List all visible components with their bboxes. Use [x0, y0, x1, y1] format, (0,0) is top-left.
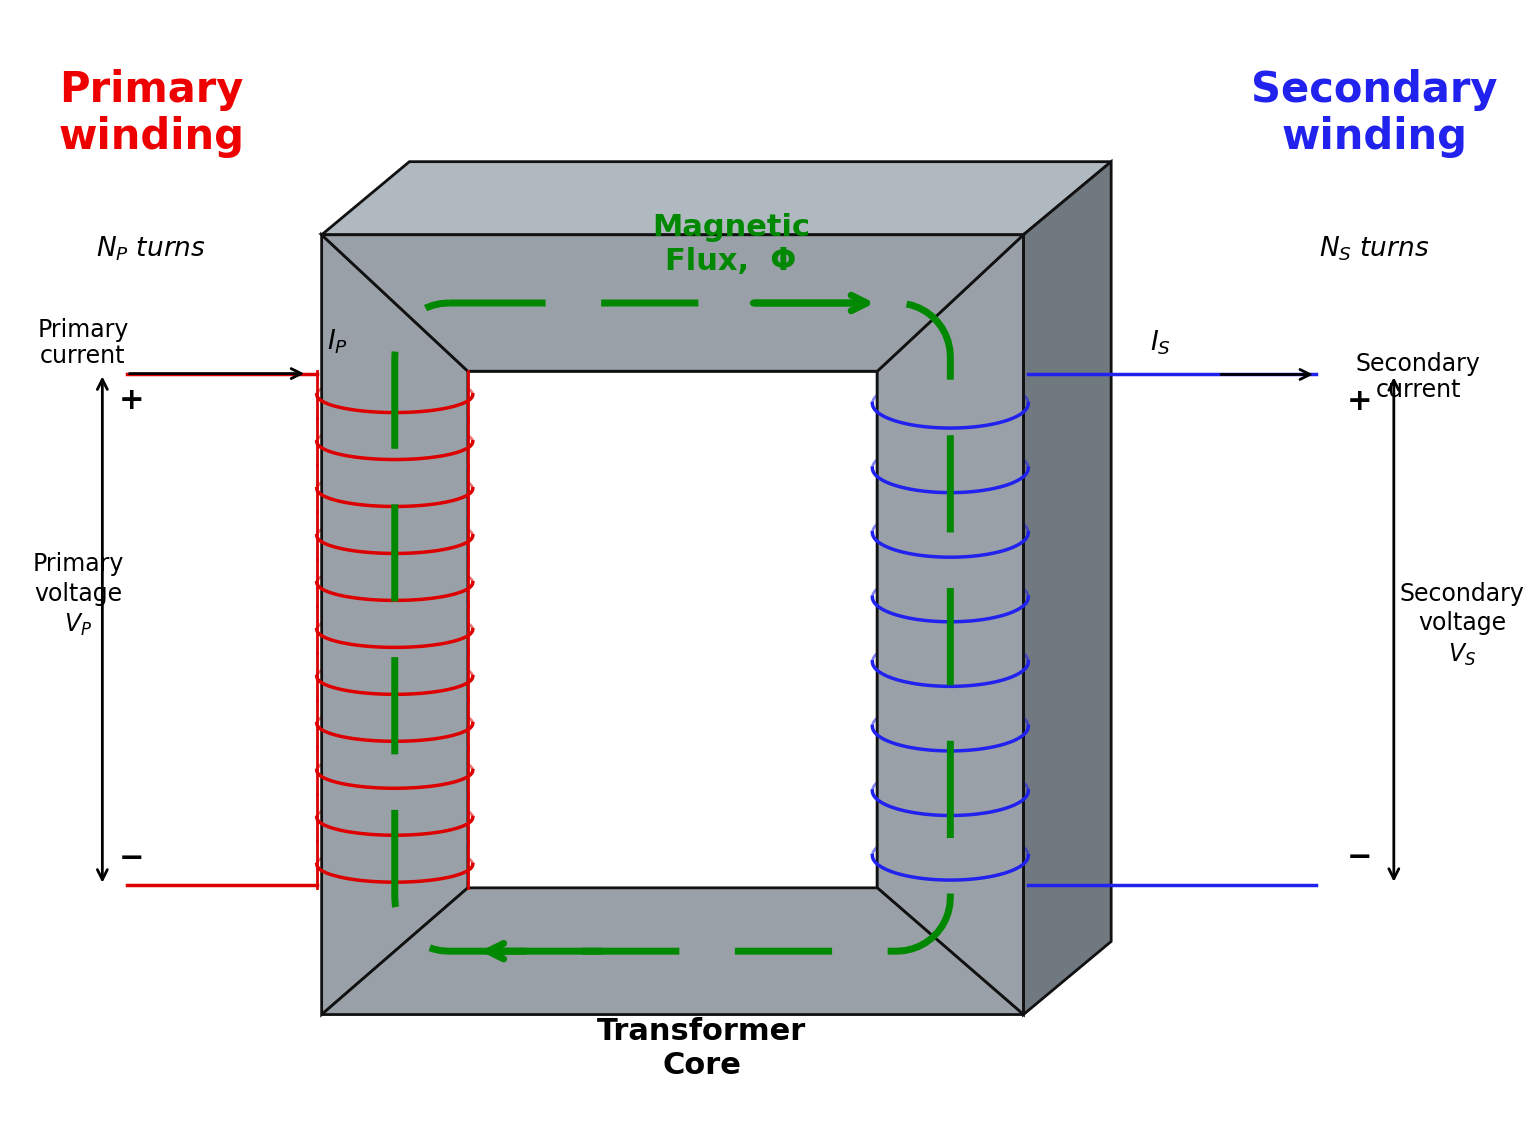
Text: +: + [119, 386, 145, 415]
Text: Secondary
winding: Secondary winding [1251, 69, 1497, 158]
Polygon shape [468, 298, 964, 371]
Text: +: + [1347, 387, 1372, 416]
Text: Primary
winding: Primary winding [58, 69, 244, 158]
Polygon shape [322, 162, 1111, 235]
Text: $I_S$: $I_S$ [1151, 329, 1170, 356]
Polygon shape [877, 235, 1024, 1014]
Polygon shape [322, 235, 468, 1014]
Text: Magnetic
Flux,  Φ: Magnetic Flux, Φ [652, 213, 810, 276]
Polygon shape [322, 235, 1024, 371]
Polygon shape [1024, 162, 1111, 1014]
Text: $N_S$ turns: $N_S$ turns [1318, 235, 1430, 264]
Polygon shape [877, 298, 964, 888]
Text: Primary
voltage
$V_P$: Primary voltage $V_P$ [32, 552, 124, 638]
Text: $I_P$: $I_P$ [327, 328, 348, 356]
Text: Primary
current: Primary current [37, 317, 128, 368]
Text: $N_P$ turns: $N_P$ turns [96, 235, 206, 264]
Text: −: − [1347, 842, 1372, 872]
Text: Transformer
Core: Transformer Core [597, 1018, 806, 1080]
Text: Secondary
current: Secondary current [1355, 352, 1480, 401]
Polygon shape [322, 888, 1024, 1014]
Text: −: − [119, 843, 145, 873]
Text: Secondary
voltage
$V_S$: Secondary voltage $V_S$ [1399, 582, 1524, 668]
